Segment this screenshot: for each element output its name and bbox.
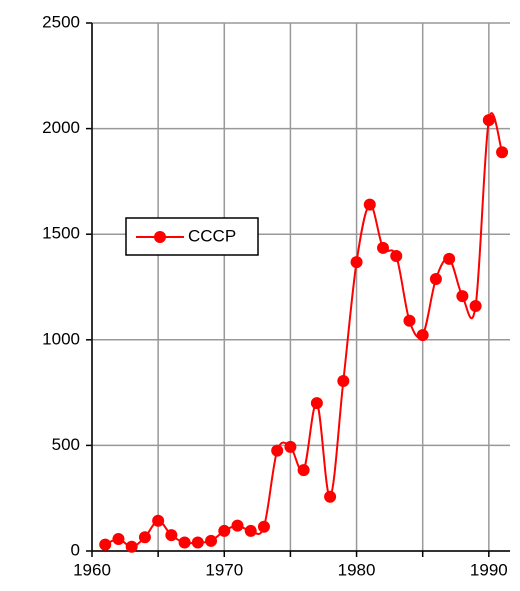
marker [363, 198, 376, 211]
marker [284, 440, 297, 453]
marker [350, 256, 363, 269]
marker [99, 538, 112, 551]
marker [416, 329, 429, 342]
y-tick-label: 1000 [42, 329, 80, 348]
marker [257, 520, 270, 533]
marker [244, 524, 257, 537]
x-tick-label: 1990 [470, 560, 508, 579]
y-tick-label: 1500 [42, 224, 80, 243]
y-tick-label: 2000 [42, 118, 80, 137]
marker [125, 540, 138, 553]
y-tick-label: 0 [71, 540, 80, 559]
marker [429, 272, 442, 285]
legend-label: CCCP [188, 226, 236, 245]
marker [469, 300, 482, 313]
marker [152, 514, 165, 527]
marker [205, 534, 218, 547]
marker [178, 536, 191, 549]
marker [218, 524, 231, 537]
marker [112, 532, 125, 545]
marker [337, 374, 350, 387]
marker [496, 146, 509, 159]
x-tick-label: 1960 [73, 560, 111, 579]
marker [482, 114, 495, 127]
marker [271, 444, 284, 457]
marker [165, 529, 178, 542]
y-tick-label: 500 [52, 435, 80, 454]
legend-marker [154, 231, 166, 243]
y-tick-label: 2500 [42, 12, 80, 31]
marker [324, 490, 337, 503]
marker [377, 241, 390, 254]
marker [390, 249, 403, 262]
marker [138, 531, 151, 544]
line [104, 112, 504, 548]
marker [231, 519, 244, 532]
marker [456, 290, 469, 303]
marker [310, 397, 323, 410]
x-tick-label: 1980 [338, 560, 376, 579]
marker [403, 314, 416, 327]
x-tick-label: 1970 [205, 560, 243, 579]
marker [443, 252, 456, 265]
marker [297, 464, 310, 477]
marker [191, 536, 204, 549]
